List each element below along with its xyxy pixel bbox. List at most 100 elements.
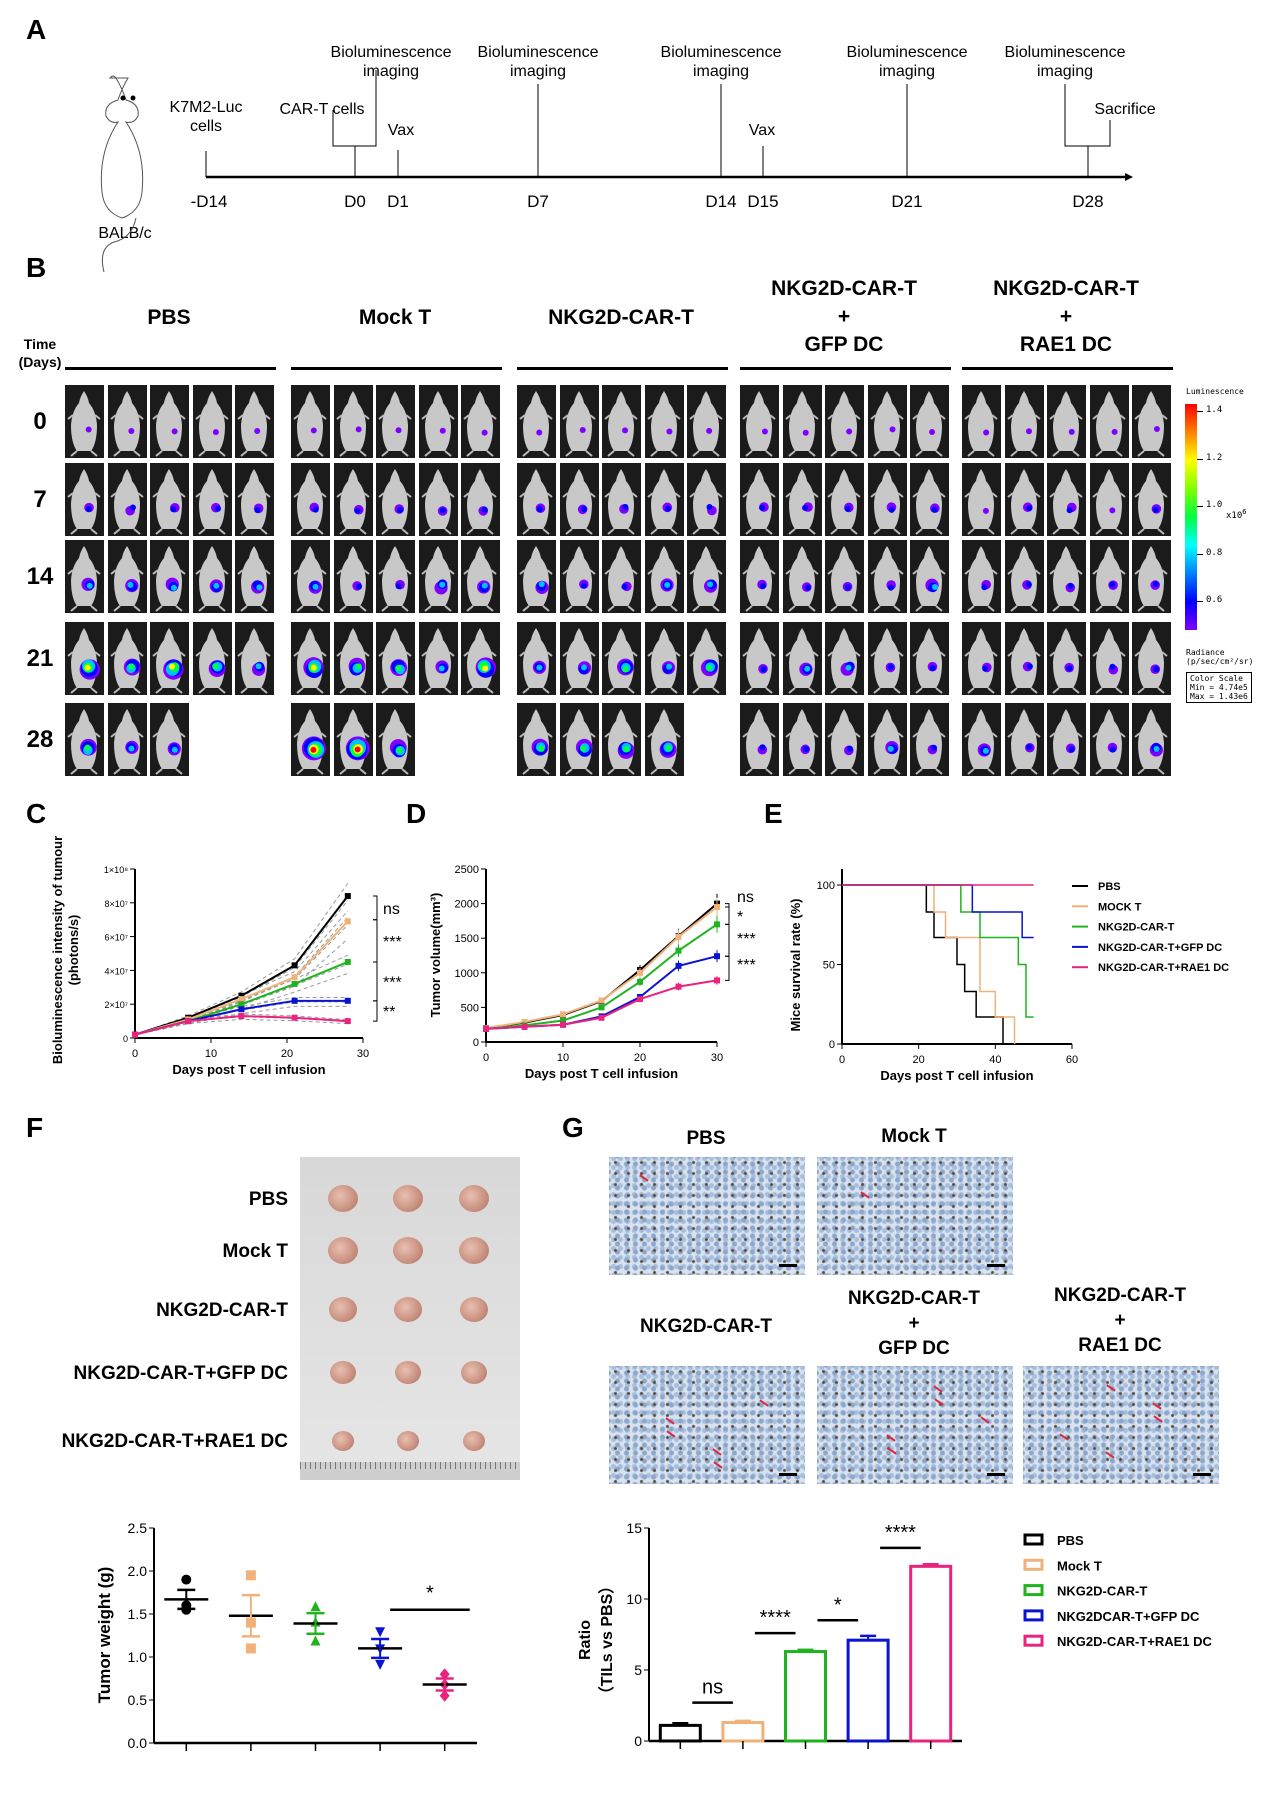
mouse-eye (130, 95, 136, 101)
data-point-MockT (598, 997, 605, 1004)
bar-CAR (784, 1650, 827, 1743)
mouse-silhouette (647, 628, 681, 694)
luminescence-colorbar (1185, 404, 1197, 630)
group-underline (740, 367, 951, 370)
mouse-silhouette (561, 546, 596, 612)
mouse-silhouette (152, 391, 186, 457)
data-point-RAE1 (291, 1014, 298, 1021)
y-axis-label: Tumor weight (g) (95, 1567, 114, 1704)
mouse-image (962, 540, 1001, 613)
mouse-image (1004, 703, 1044, 776)
y-tick-label: 2000 (455, 899, 479, 911)
mouse-image (910, 703, 950, 776)
y-axis-label: Tumor volume(mm³) (428, 893, 443, 1018)
significance-bracket (725, 923, 730, 957)
mouse-image (1089, 622, 1129, 695)
significance-bracket (725, 955, 730, 981)
mouse-image (687, 622, 727, 695)
individual-trace (134, 938, 349, 1036)
mouse-image (418, 622, 458, 695)
row-day-label: 21 (26, 645, 54, 672)
y-axis-label: Ratio (577, 1620, 594, 1660)
tumor-specimen (329, 1297, 357, 1323)
mouse-image (1089, 385, 1129, 458)
data-point-RAE1 (185, 1018, 192, 1025)
mouse-image (1004, 622, 1044, 695)
tumor-specimen (459, 1237, 489, 1264)
mouse-image (150, 385, 190, 458)
mouse-silhouette (689, 469, 724, 535)
legend-label: NKG2D-CAR-T+RAE1 DC (1098, 962, 1229, 974)
data-point (310, 1601, 321, 1612)
mouse-image (687, 463, 727, 536)
event-label-imaging: Bioluminescence imaging (477, 44, 599, 80)
mouse-silhouette (293, 391, 327, 457)
mouse-silhouette (742, 709, 776, 775)
mouse-silhouette (335, 628, 370, 694)
mouse-silhouette (463, 628, 498, 694)
mouse-image (235, 540, 275, 613)
significance-label: *** (737, 931, 756, 948)
mouse-image (1089, 540, 1129, 613)
mouse-image (962, 463, 1001, 536)
data-point-CAR (344, 958, 351, 965)
time-days-label: Time (Days) (18, 336, 62, 370)
mouse-silhouette (335, 709, 370, 775)
tumor-specimen (463, 1431, 485, 1451)
mouse-image (825, 622, 865, 695)
data-point-MockT (344, 918, 351, 925)
x-tick-label: 60 (1066, 1054, 1078, 1066)
y-tick-label: 2×10⁷ (104, 1000, 128, 1010)
mouse-image (910, 463, 950, 536)
data-point (375, 1627, 386, 1638)
mouse-image (376, 540, 416, 613)
mouse-image (782, 622, 822, 695)
mouse-image (107, 622, 147, 695)
panel-label-f: F (26, 1112, 44, 1143)
event-label-imaging: Bioluminescence imaging (846, 44, 968, 80)
mouse-image (825, 703, 865, 776)
mouse-image (65, 540, 104, 613)
mouse-image (150, 540, 190, 613)
mouse-image (65, 463, 104, 536)
data-point-GFP (344, 997, 351, 1004)
data-point-GFP (238, 1006, 245, 1013)
legend-label: NKG2D-CAR-T (1057, 1584, 1147, 1599)
x-tick-label: 10 (557, 1052, 569, 1064)
scale-bar (987, 1264, 1005, 1267)
ihc-image (817, 1366, 1013, 1484)
mouse-silhouette (870, 628, 904, 694)
mouse-silhouette (964, 628, 998, 694)
mouse-image (825, 540, 865, 613)
mouse-silhouette (109, 709, 144, 775)
y-tick-label: 0 (829, 1039, 835, 1051)
mouse-silhouette (237, 628, 272, 694)
mouse-image (418, 385, 458, 458)
group-title: Mock T (358, 306, 432, 329)
mouse-silhouette (67, 391, 101, 457)
legend-swatch (1023, 1533, 1044, 1546)
mouse-image (192, 385, 232, 458)
mouse-silhouette (1049, 469, 1083, 535)
mouse-silhouette (1006, 469, 1041, 535)
y-axis-label: Mice survival rate (%) (788, 899, 803, 1032)
colorbar-tick-label: 1.2 (1206, 452, 1223, 463)
x-tick-label: 0 (483, 1052, 489, 1064)
event-label-sacrifice: Sacrifice (1094, 101, 1156, 118)
data-point-MockT (291, 974, 298, 981)
mouse-image (867, 385, 907, 458)
mouse-image (962, 622, 1001, 695)
data-point-CAR (291, 980, 298, 987)
x-tick-label: 10 (205, 1048, 217, 1060)
mouse-silhouette (152, 628, 186, 694)
group-title: PBS (147, 306, 191, 329)
mouse-image (782, 703, 822, 776)
x-axis-label: Days post T cell infusion (172, 1062, 325, 1077)
x-tick-label: 30 (357, 1048, 369, 1060)
mouse-silhouette (519, 628, 553, 694)
mouse-silhouette (1092, 391, 1126, 457)
event-label-vax2: Vax (748, 122, 776, 139)
colorbar-tick-label: 1.0 (1206, 500, 1223, 510)
bar-PBS (658, 1723, 702, 1743)
mouse-silhouette (912, 391, 947, 457)
